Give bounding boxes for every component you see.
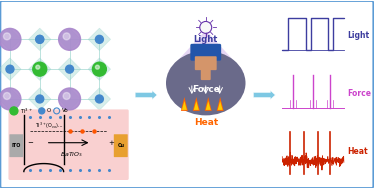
Circle shape	[36, 35, 44, 43]
Circle shape	[6, 65, 14, 73]
Polygon shape	[217, 97, 224, 111]
Circle shape	[96, 65, 99, 69]
Polygon shape	[193, 97, 200, 111]
Text: Ti$^{3+}$: Ti$^{3+}$	[20, 106, 33, 115]
Polygon shape	[58, 58, 81, 80]
Circle shape	[63, 33, 70, 40]
Text: O: O	[47, 108, 51, 113]
Circle shape	[3, 92, 11, 99]
Text: Cu: Cu	[117, 143, 124, 148]
Circle shape	[0, 88, 21, 110]
Text: Force: Force	[192, 84, 220, 94]
FancyBboxPatch shape	[201, 66, 211, 80]
Circle shape	[59, 28, 80, 50]
FancyBboxPatch shape	[114, 134, 128, 157]
Circle shape	[10, 107, 18, 115]
Circle shape	[96, 95, 103, 103]
Polygon shape	[0, 88, 21, 110]
Circle shape	[36, 65, 40, 69]
Polygon shape	[0, 28, 21, 50]
Text: −: −	[27, 140, 33, 146]
Polygon shape	[0, 58, 21, 80]
Circle shape	[59, 88, 80, 110]
Text: +: +	[108, 140, 114, 146]
Polygon shape	[58, 88, 81, 110]
FancyArrow shape	[253, 91, 275, 99]
Polygon shape	[218, 101, 223, 110]
Circle shape	[63, 92, 70, 99]
Polygon shape	[205, 97, 212, 111]
Polygon shape	[29, 88, 51, 110]
FancyBboxPatch shape	[190, 44, 221, 61]
Text: Force: Force	[347, 89, 371, 98]
FancyArrow shape	[135, 91, 157, 99]
Circle shape	[36, 95, 44, 103]
Text: Heat: Heat	[194, 118, 218, 127]
Text: Heat: Heat	[347, 147, 367, 156]
Text: Light: Light	[347, 31, 369, 40]
Polygon shape	[58, 28, 81, 50]
Polygon shape	[88, 58, 111, 80]
Circle shape	[92, 62, 106, 76]
Circle shape	[39, 108, 45, 114]
Polygon shape	[29, 58, 51, 80]
Polygon shape	[88, 88, 111, 110]
Text: BaTiO$_3$: BaTiO$_3$	[60, 150, 83, 159]
Polygon shape	[194, 101, 199, 110]
Ellipse shape	[166, 51, 246, 115]
Polygon shape	[182, 101, 187, 110]
Polygon shape	[206, 101, 211, 110]
Polygon shape	[181, 97, 188, 111]
Circle shape	[96, 35, 103, 43]
Circle shape	[65, 65, 74, 73]
Polygon shape	[168, 33, 244, 71]
Circle shape	[33, 62, 47, 76]
Text: Light: Light	[194, 35, 218, 44]
FancyBboxPatch shape	[9, 134, 23, 157]
Polygon shape	[88, 28, 111, 50]
Text: Ti$^{3+}$(O$_{vo}$)...: Ti$^{3+}$(O$_{vo}$)...	[35, 121, 64, 131]
Circle shape	[3, 33, 11, 40]
FancyBboxPatch shape	[8, 109, 129, 180]
Circle shape	[200, 21, 212, 33]
Text: Vo: Vo	[62, 108, 68, 113]
Text: ITO: ITO	[12, 143, 21, 148]
Circle shape	[0, 28, 21, 50]
FancyBboxPatch shape	[195, 56, 217, 70]
Polygon shape	[29, 28, 51, 50]
